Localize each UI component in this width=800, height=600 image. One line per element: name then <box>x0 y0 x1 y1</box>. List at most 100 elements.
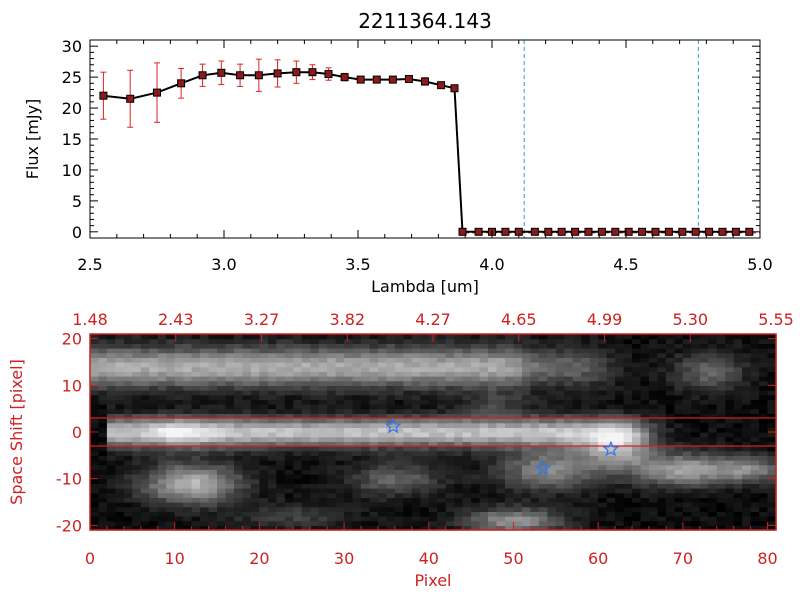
image-pixel <box>682 343 692 349</box>
image-pixel <box>318 413 328 419</box>
image-pixel <box>174 408 184 414</box>
image-pixel <box>183 371 193 377</box>
image-pixel <box>166 488 176 494</box>
image-pixel <box>572 404 582 410</box>
image-pixel <box>521 394 531 400</box>
image-pixel <box>149 385 159 391</box>
spectrum-x-ticks: 2.5 3.0 3.5 4.0 4.5 5.0 <box>77 40 773 274</box>
image-pixel <box>589 366 599 372</box>
image-pixel <box>157 478 167 484</box>
image-pixel <box>750 418 760 424</box>
image-pixel <box>335 460 345 466</box>
image-pixel <box>208 464 218 470</box>
image-pixel <box>284 385 294 391</box>
image-pixel <box>564 469 574 475</box>
image-pixel <box>725 520 735 526</box>
image-pixel <box>665 502 675 508</box>
image-pixel <box>589 343 599 349</box>
image-pixel <box>750 432 760 438</box>
image-pixel <box>123 497 133 503</box>
image-pixel <box>691 520 701 526</box>
image-pixel <box>267 348 277 354</box>
data-point <box>501 227 510 236</box>
image-pixel <box>301 441 311 447</box>
image-pixel <box>344 404 354 410</box>
image-pixel <box>250 520 260 526</box>
image-pixel <box>318 460 328 466</box>
image-pixel <box>589 455 599 461</box>
image-pixel <box>183 380 193 386</box>
image-pixel <box>378 520 388 526</box>
image-pixel <box>369 502 379 508</box>
image-pixel <box>530 385 540 391</box>
image-pixel <box>513 390 523 396</box>
image-pixel <box>716 422 726 428</box>
image-pixel <box>327 432 337 438</box>
image-pixel <box>284 338 294 344</box>
image-pixel <box>386 343 396 349</box>
image-pixel <box>361 362 371 368</box>
image-pixel <box>208 469 218 475</box>
image-pixel <box>267 385 277 391</box>
image-pixel <box>394 432 404 438</box>
image-pixel <box>750 469 760 475</box>
image-pixel <box>378 334 388 340</box>
image-pixel <box>615 380 625 386</box>
image-pixel <box>361 446 371 452</box>
image-pixel <box>420 334 430 340</box>
image-pixel <box>293 385 303 391</box>
image-pixel <box>217 511 227 517</box>
image-pixel <box>742 348 752 354</box>
image-pixel <box>140 394 150 400</box>
image-pixel <box>445 343 455 349</box>
image-pixel <box>589 334 599 340</box>
image-pixel <box>564 441 574 447</box>
image-pixel <box>581 413 591 419</box>
image-pixel <box>310 357 320 363</box>
image-pixel <box>327 380 337 386</box>
image-pixel <box>598 366 608 372</box>
image-pixel <box>615 408 625 414</box>
data-point <box>254 71 263 80</box>
image-pixel <box>589 357 599 363</box>
image-pixel <box>344 338 354 344</box>
image-pixel <box>132 338 142 344</box>
image-pixel <box>420 376 430 382</box>
image-pixel <box>691 460 701 466</box>
image-pixel <box>327 334 337 340</box>
image-pixel <box>310 399 320 405</box>
image-pixel <box>284 404 294 410</box>
image-pixel <box>174 502 184 508</box>
image-pixel <box>123 483 133 489</box>
image-pixel <box>632 394 642 400</box>
image-pixel <box>310 366 320 372</box>
image-pixel <box>547 385 557 391</box>
image-pixel <box>428 520 438 526</box>
image-pixel <box>369 432 379 438</box>
image-pixel <box>615 488 625 494</box>
image-pixel <box>640 362 650 368</box>
image-pixel <box>157 455 167 461</box>
image-pixel <box>682 371 692 377</box>
image-pixel <box>132 362 142 368</box>
image-pixel <box>437 385 447 391</box>
image-pixel <box>547 404 557 410</box>
image-pixel <box>394 464 404 470</box>
image-pixel <box>344 497 354 503</box>
image-pixel <box>725 343 735 349</box>
image-pixel <box>394 474 404 480</box>
image-pixel <box>632 343 642 349</box>
image-pixel <box>462 436 472 442</box>
image-pixel <box>632 516 642 522</box>
image-pixel <box>352 516 362 522</box>
image-pixel <box>378 352 388 358</box>
image-pixel <box>598 502 608 508</box>
image-pixel <box>462 492 472 498</box>
image-pixel <box>623 385 633 391</box>
image-pixel <box>623 478 633 484</box>
image-pixel <box>344 455 354 461</box>
image-pixel <box>632 525 642 531</box>
image-pixel <box>276 516 286 522</box>
image-pixel <box>250 432 260 438</box>
image-pixel <box>606 488 616 494</box>
